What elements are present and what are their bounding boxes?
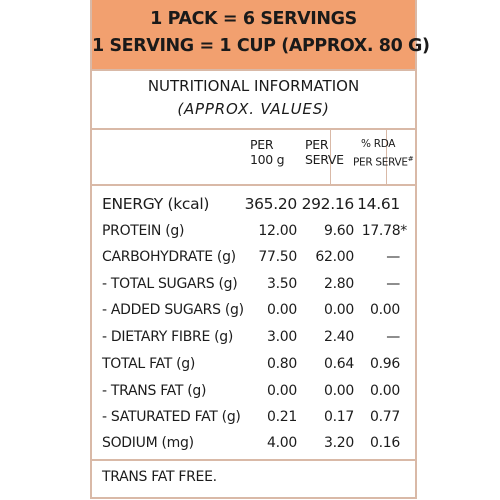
per100-value: 77.50 [258, 249, 297, 265]
perserve-header-line2: SERVE [305, 152, 344, 167]
nutrient-name: PROTEIN (g) [102, 223, 185, 239]
rda-header-line1: % RDA [361, 138, 396, 150]
rda-header-line2: PER SERVE# [353, 152, 414, 171]
per100-value: 3.00 [267, 329, 297, 345]
perserve-value: 2.40 [324, 329, 354, 345]
table-row: - SATURATED FAT (g) 0.21 0.17 0.77 [92, 406, 415, 429]
rda-value: 0.96 [370, 356, 400, 372]
column-divider-1 [330, 129, 331, 184]
rda-value: — [386, 249, 400, 265]
nutrition-title: NUTRITIONAL INFORMATION [147, 77, 360, 95]
table-row: - ADDED SUGARS (g) 0.00 0.00 0.00 [92, 299, 415, 322]
nutrient-name: - DIETARY FIBRE (g) [102, 329, 234, 345]
divider-columns [92, 184, 415, 186]
rda-header: % RDA PER SERVE# [353, 137, 414, 171]
rda-value: 0.00 [370, 302, 400, 318]
rda-value: 0.00 [370, 383, 400, 399]
nutrition-label: 1 PACK = 6 SERVINGS 1 SERVING = 1 CUP (A… [90, 0, 430, 499]
table-row: - TOTAL SUGARS (g) 3.50 2.80 — [92, 273, 415, 296]
table-row: PROTEIN (g) 12.00 9.60 17.78* [92, 220, 415, 243]
per100-header: PER 100 g [250, 137, 285, 167]
rda-value: — [386, 329, 400, 345]
trans-fat-free-note: TRANS FAT FREE. [102, 469, 217, 485]
table-row: - DIETARY FIBRE (g) 3.00 2.40 — [92, 326, 415, 349]
divider-title [92, 128, 415, 130]
perserve-value: 9.60 [324, 223, 354, 239]
perserve-value: 0.00 [324, 302, 354, 318]
nutrient-name: - ADDED SUGARS (g) [102, 302, 244, 318]
servings-header: 1 PACK = 6 SERVINGS 1 SERVING = 1 CUP (A… [92, 0, 430, 71]
per100-value: 12.00 [258, 223, 297, 239]
per100-header-line1: PER [250, 137, 274, 152]
table-row: - TRANS FAT (g) 0.00 0.00 0.00 [92, 380, 415, 403]
nutrient-name: SODIUM (mg) [102, 435, 194, 451]
perserve-value: 62.00 [315, 249, 354, 265]
per100-value: 4.00 [267, 435, 297, 451]
rda-value: 14.61 [357, 195, 400, 213]
column-divider-2 [386, 129, 387, 184]
perserve-value: 292.16 [301, 195, 355, 213]
nutrition-subtitle: (APPROX. VALUES) [177, 100, 330, 118]
nutrient-name: CARBOHYDRATE (g) [102, 249, 236, 265]
table-row: SODIUM (mg) 4.00 3.20 0.16 [92, 432, 415, 455]
perserve-value: 0.64 [324, 356, 354, 372]
rda-header-line2-text: PER SERVE [353, 156, 408, 169]
per100-header-line2: 100 g [250, 152, 285, 167]
perserve-value: 2.80 [324, 276, 354, 292]
perserve-value: 0.17 [324, 409, 354, 425]
nutrient-name: - SATURATED FAT (g) [102, 409, 241, 425]
per100-value: 0.00 [267, 302, 297, 318]
perserve-value: 3.20 [324, 435, 354, 451]
divider-footer [92, 459, 415, 461]
perserve-value: 0.00 [324, 383, 354, 399]
per100-value: 0.00 [267, 383, 297, 399]
table-row: ENERGY (kcal) 365.20 292.16 14.61 [92, 193, 415, 216]
perserve-header: PER SERVE [305, 137, 344, 167]
per100-value: 3.50 [267, 276, 297, 292]
per100-value: 0.21 [267, 409, 297, 425]
rda-value: 17.78* [361, 223, 408, 239]
per100-value: 0.80 [267, 356, 297, 372]
perserve-header-line1: PER [305, 137, 329, 152]
nutrient-name: - TRANS FAT (g) [102, 383, 207, 399]
nutrient-name: - TOTAL SUGARS (g) [102, 276, 238, 292]
nutrient-name: ENERGY (kcal) [102, 195, 210, 213]
rda-footnote-mark: # [407, 155, 414, 163]
rda-value: 0.16 [370, 435, 400, 451]
nutrient-name: TOTAL FAT (g) [102, 356, 196, 372]
table-row: TOTAL FAT (g) 0.80 0.64 0.96 [92, 353, 415, 376]
table-row: CARBOHYDRATE (g) 77.50 62.00 — [92, 246, 415, 269]
serving-size-text: 1 SERVING = 1 CUP (APPROX. 80 G) [92, 36, 430, 56]
per100-value: 365.20 [244, 195, 298, 213]
pack-servings-text: 1 PACK = 6 SERVINGS [150, 9, 357, 29]
rda-value: 0.77 [370, 409, 400, 425]
rda-value: — [386, 276, 400, 292]
